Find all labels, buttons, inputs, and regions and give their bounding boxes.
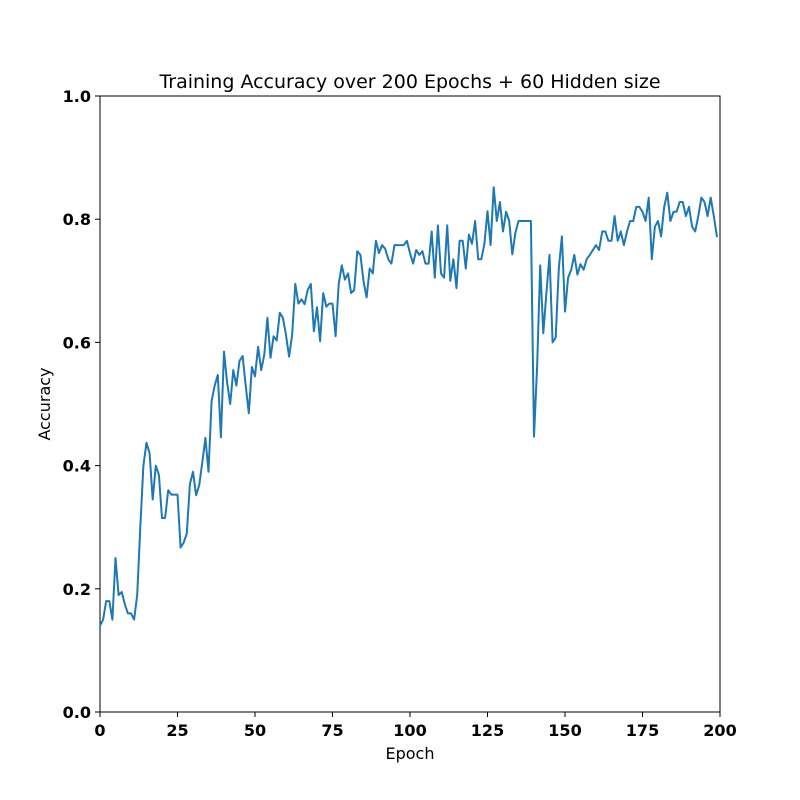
x-axis: 0 25 50 75 100 125 150 175 200 — [94, 712, 737, 740]
x-tick-label: 200 — [703, 721, 736, 740]
y-tick-label: 0.0 — [63, 703, 91, 722]
x-tick-label: 0 — [94, 721, 105, 740]
y-axis-label: Accuracy — [35, 367, 54, 440]
chart-title: Training Accuracy over 200 Epochs + 60 H… — [158, 71, 660, 93]
x-tick-label: 100 — [393, 721, 426, 740]
x-tick-label: 50 — [244, 721, 266, 740]
x-tick-label: 175 — [626, 721, 659, 740]
y-tick-label: 0.6 — [63, 333, 91, 352]
plot-frame — [99, 95, 721, 713]
x-tick-label: 125 — [471, 721, 504, 740]
x-tick-label: 25 — [166, 721, 188, 740]
y-tick-label: 1.0 — [63, 87, 91, 106]
y-axis: 0.0 0.2 0.4 0.6 0.8 1.0 — [63, 87, 100, 722]
y-tick-label: 0.4 — [63, 457, 91, 476]
x-axis-label: Epoch — [386, 744, 435, 763]
x-tick-label: 75 — [321, 721, 343, 740]
y-tick-label: 0.2 — [63, 580, 91, 599]
accuracy-series-line — [99, 186, 718, 627]
y-tick-label: 0.8 — [63, 210, 91, 229]
x-tick-label: 150 — [548, 721, 581, 740]
